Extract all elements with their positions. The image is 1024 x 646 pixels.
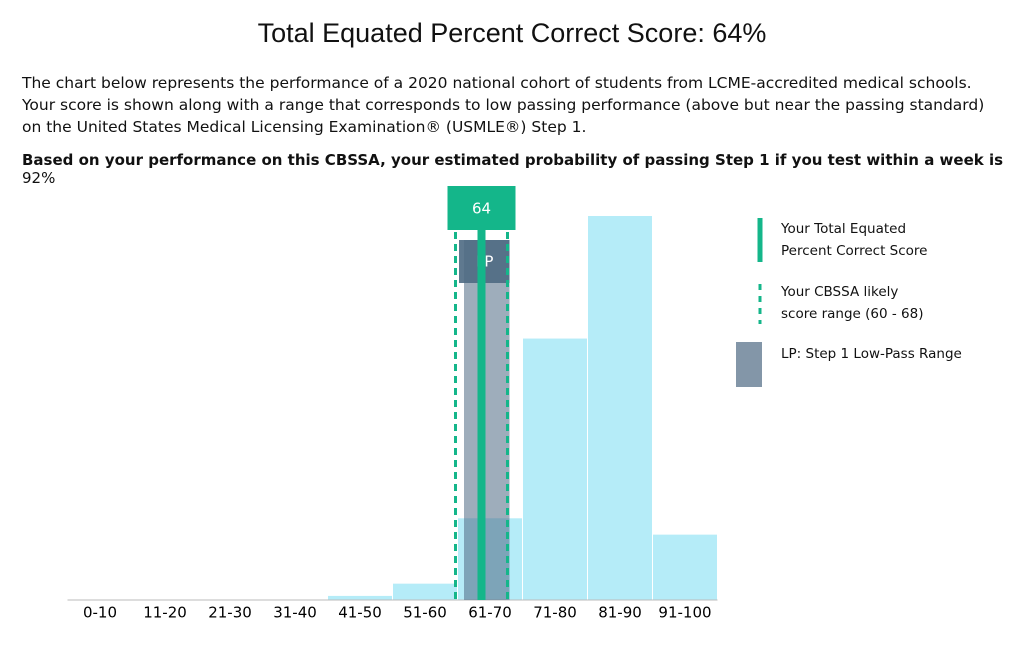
probability-text: Based on your performance on this CBSSA,… — [22, 151, 1004, 169]
x-tick-label: 41-50 — [338, 604, 382, 622]
x-tick-label: 61-70 — [468, 604, 512, 622]
chart-title: Total Equated Percent Correct Score: 64% — [257, 18, 767, 48]
x-tick-label: 11-20 — [143, 604, 187, 622]
score-label: 64 — [472, 200, 491, 218]
legend-range: Your CBSSA likely score range (60 - 68) — [781, 284, 924, 322]
x-tick-label: 0-10 — [83, 604, 117, 622]
x-tick-label: 91-100 — [658, 604, 711, 622]
x-tick-label: 31-40 — [273, 604, 317, 622]
bar — [328, 595, 392, 600]
probability-value: 92% — [22, 169, 56, 187]
bar — [523, 338, 587, 600]
lp-range — [464, 240, 510, 600]
score-box — [447, 186, 516, 230]
legend-score: Your Total Equated Percent Correct Score — [781, 221, 928, 259]
bar — [588, 216, 652, 600]
probability: Based on your performance on this CBSSA,… — [22, 151, 1012, 187]
description: The chart below represents the performan… — [22, 74, 985, 136]
x-tick-label: 81-90 — [598, 604, 642, 622]
bar — [653, 534, 717, 600]
legend-lp-swatch — [736, 342, 762, 387]
x-tick-label: 21-30 — [208, 604, 252, 622]
x-tick-label: 71-80 — [533, 604, 577, 622]
x-tick-label: 51-60 — [403, 604, 447, 622]
legend-lp: LP: Step 1 Low-Pass Range — [781, 346, 962, 362]
bar — [393, 583, 457, 600]
